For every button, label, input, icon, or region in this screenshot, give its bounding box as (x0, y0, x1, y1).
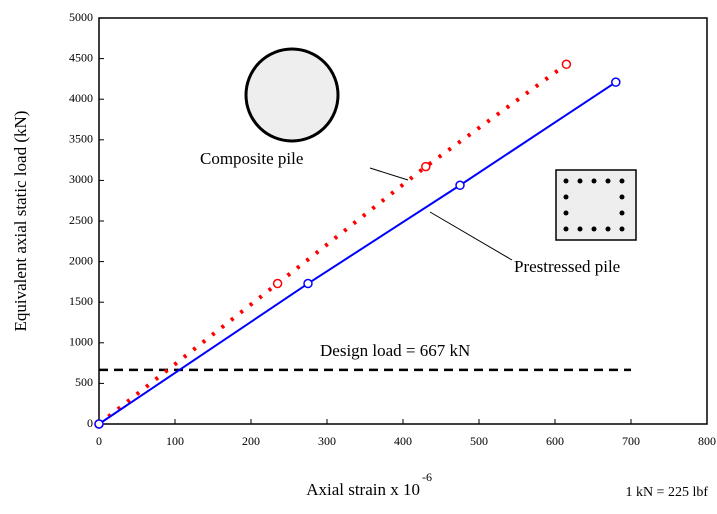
composite-section-icon (244, 47, 340, 143)
x-tick-label: 400 (394, 434, 412, 448)
data-point (611, 77, 621, 87)
y-tick-label: 3500 (69, 132, 93, 146)
x-tick-label: 700 (622, 434, 640, 448)
strand-dots (563, 178, 625, 232)
x-tick-label: 0 (96, 434, 102, 448)
y-tick-label: 0 (87, 416, 93, 430)
x-tick-label: 200 (242, 434, 260, 448)
annotation-leader (369, 167, 409, 181)
y-tick-label: 3000 (69, 172, 93, 186)
y-tick-label: 2500 (69, 213, 93, 227)
data-point (94, 419, 104, 429)
data-point (561, 59, 572, 70)
y-tick-label: 5000 (69, 10, 93, 24)
x-axis-label: Axial strain x 10 (306, 480, 420, 499)
annotation-leader (429, 211, 513, 261)
design-load-label: Design load = 667 kN (320, 341, 470, 360)
prestressed-annotation: Prestressed pile (514, 257, 620, 276)
x-tick-label: 800 (698, 434, 716, 448)
series-line (98, 81, 617, 425)
x-tick-label: 600 (546, 434, 564, 448)
y-tick-label: 1000 (69, 335, 93, 349)
data-point (272, 278, 283, 289)
y-tick-label: 1500 (69, 294, 93, 308)
data-point (455, 180, 465, 191)
x-tick-label: 500 (470, 434, 488, 448)
y-axis-label: Equivalent axial static load (kN) (11, 111, 30, 332)
y-tick-label: 2000 (69, 253, 93, 267)
x-tick-label: 100 (166, 434, 184, 448)
data-point (421, 161, 431, 172)
x-tick-label: 300 (318, 434, 336, 448)
composite-annotation: Composite pile (200, 149, 303, 168)
y-tick-label: 4500 (69, 50, 93, 64)
footnote: 1 kN = 225 lbf (625, 485, 708, 500)
x-axis-label-exponent: -6 (422, 470, 432, 484)
y-tick-label: 4000 (69, 91, 93, 105)
y-tick-label: 500 (75, 375, 93, 389)
data-point (303, 278, 313, 289)
